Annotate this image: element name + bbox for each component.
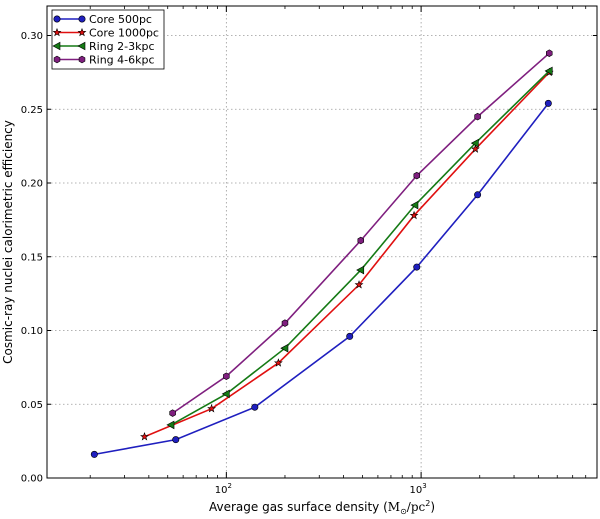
x-axis-label-close: ) bbox=[430, 500, 435, 514]
data-point bbox=[169, 409, 176, 417]
data-point bbox=[140, 432, 149, 441]
data-point bbox=[474, 112, 481, 121]
data-point bbox=[52, 41, 61, 51]
data-point bbox=[280, 343, 289, 353]
data-point bbox=[166, 420, 175, 430]
series-ring-4-6kpc bbox=[169, 49, 553, 417]
x-axis-label-unit-base: M bbox=[388, 500, 400, 514]
data-point bbox=[354, 280, 364, 289]
data-point bbox=[470, 144, 480, 153]
data-point bbox=[413, 263, 421, 271]
data-point bbox=[546, 49, 553, 57]
x-tick-label: 102 bbox=[215, 482, 232, 496]
x-axis-label-unit-sub: ⊙ bbox=[400, 507, 407, 516]
data-point bbox=[346, 332, 354, 340]
plot-frame bbox=[46, 5, 598, 479]
series-layer bbox=[90, 49, 554, 458]
data-point bbox=[281, 319, 289, 327]
y-tick-label: 0.10 bbox=[21, 326, 43, 337]
series-core-1000pc bbox=[140, 67, 554, 441]
data-point bbox=[53, 15, 61, 23]
data-point bbox=[172, 436, 180, 444]
legend-entry: Ring 2-3kpc bbox=[52, 40, 155, 53]
legend-entry: Core 1000pc bbox=[52, 27, 159, 40]
data-point bbox=[251, 403, 259, 411]
data-point bbox=[470, 138, 479, 148]
x-axis-label-unit-sup: 2 bbox=[425, 499, 430, 508]
data-point bbox=[77, 41, 86, 51]
data-point bbox=[52, 27, 62, 37]
x-tick-label: 103 bbox=[410, 482, 427, 496]
y-tick-label: 0.25 bbox=[21, 105, 43, 116]
data-point bbox=[409, 210, 419, 220]
x-axis-label: Average gas surface density (M⊙/pc2) bbox=[209, 499, 435, 516]
data-point bbox=[78, 15, 86, 23]
legend-label: Core 1000pc bbox=[89, 27, 159, 40]
y-axis-label: Cosmic-ray nuclei calorimetric efficienc… bbox=[1, 120, 15, 364]
legend-entry: Core 500pc bbox=[53, 13, 152, 26]
series-core-500pc bbox=[90, 99, 552, 458]
x-axis-label-unit-rest: /pc bbox=[407, 500, 426, 514]
legend-label: Ring 2-3kpc bbox=[89, 40, 155, 53]
data-point bbox=[78, 55, 86, 64]
axis-ticks: 0.00 0.05 0.10 0.15 0.20 0.25 0.30 102 103 bbox=[21, 6, 598, 496]
series-line bbox=[170, 70, 550, 426]
data-point bbox=[223, 372, 230, 380]
data-point bbox=[77, 27, 87, 37]
data-point bbox=[221, 389, 230, 399]
y-tick-label: 0.15 bbox=[21, 252, 43, 263]
y-tick-label: 0.05 bbox=[21, 400, 43, 411]
data-point bbox=[207, 404, 217, 413]
data-point bbox=[357, 236, 365, 245]
data-point bbox=[410, 200, 419, 210]
data-point bbox=[356, 265, 365, 275]
series-line bbox=[172, 52, 550, 414]
y-tick-label: 0.00 bbox=[21, 474, 43, 485]
data-point bbox=[413, 171, 421, 180]
legend-label: Ring 4-6kpc bbox=[89, 54, 155, 67]
legend-entry: Ring 4-6kpc bbox=[53, 54, 155, 67]
legend-label: Core 500pc bbox=[89, 13, 152, 26]
x-axis-label-main: Average gas surface density ( bbox=[209, 500, 388, 514]
series-line bbox=[94, 102, 549, 456]
y-tick-label: 0.30 bbox=[21, 31, 43, 42]
grid-lines bbox=[47, 6, 597, 478]
data-point bbox=[544, 66, 553, 76]
y-tick-label: 0.20 bbox=[21, 179, 43, 190]
data-point bbox=[90, 450, 98, 458]
series-ring-2-3kpc bbox=[166, 66, 553, 430]
data-point bbox=[544, 99, 552, 107]
data-point bbox=[474, 191, 482, 199]
data-point bbox=[273, 358, 283, 367]
data-point bbox=[53, 55, 61, 64]
